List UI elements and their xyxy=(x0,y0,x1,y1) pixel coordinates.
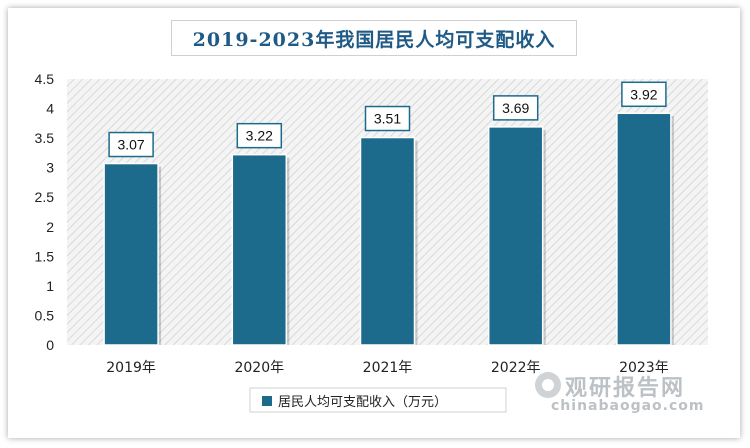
y-tick-label: 0.5 xyxy=(35,307,55,323)
bar xyxy=(231,153,288,346)
x-tick-label: 2023年 xyxy=(619,360,669,376)
data-label: 3.92 xyxy=(630,86,657,102)
data-label-box xyxy=(364,105,411,132)
y-tick-label: 0 xyxy=(46,337,54,353)
chart-title: 2019-2023年我国居民人均可支配收入 xyxy=(171,20,577,56)
x-tick-label: 2022年 xyxy=(491,360,541,376)
data-label: 3.07 xyxy=(117,137,144,153)
y-tick-label: 4.5 xyxy=(35,71,55,87)
bar xyxy=(487,126,544,346)
y-tick-label: 3 xyxy=(46,160,54,176)
data-label: 3.69 xyxy=(502,100,529,116)
x-tick-label: 2021年 xyxy=(363,360,413,376)
bar xyxy=(616,112,672,346)
x-tick-label: 2019年 xyxy=(106,360,156,376)
bar xyxy=(103,162,159,346)
data-label-box xyxy=(108,131,154,158)
y-tick-label: 2 xyxy=(46,219,54,235)
bar xyxy=(359,136,416,346)
data-label-box xyxy=(492,95,539,121)
legend-label: 居民人均可支配收入（万元） xyxy=(278,395,447,410)
legend-box xyxy=(249,387,507,413)
y-tick-label: 1 xyxy=(46,278,54,294)
watermark-brand-cn: 观研报告网 xyxy=(565,376,686,401)
watermark-brand-en: chinabaogao.com xyxy=(551,398,705,414)
data-label-box xyxy=(236,122,283,149)
data-label: 3.51 xyxy=(374,111,401,127)
x-tick-label: 2020年 xyxy=(234,360,284,376)
legend-swatch xyxy=(262,396,272,406)
watermark: 观研报告网 chinabaogao.com xyxy=(535,368,705,418)
y-tick-label: 2.5 xyxy=(35,189,55,205)
y-tick-label: 1.5 xyxy=(35,248,55,264)
data-label: 3.22 xyxy=(246,128,273,144)
watermark-logo-icon xyxy=(535,372,561,398)
y-tick-label: 4 xyxy=(46,101,54,117)
y-tick-label: 3.5 xyxy=(35,130,55,146)
data-label-box xyxy=(621,81,667,108)
